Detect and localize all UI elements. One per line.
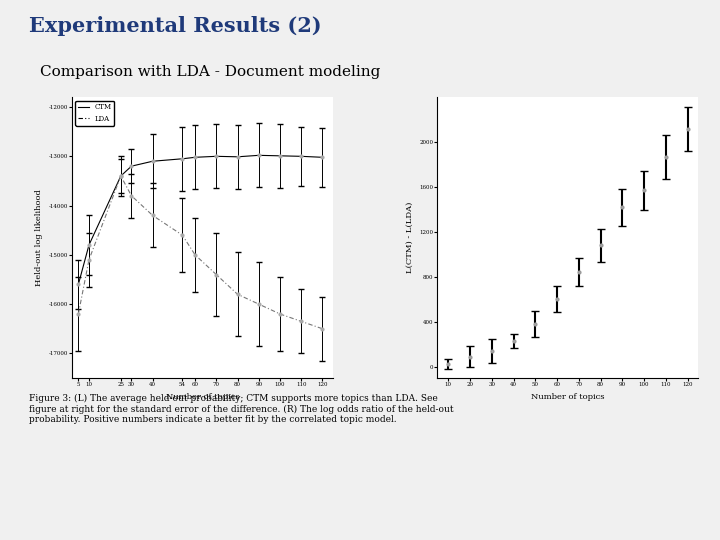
Legend: CTM, LDA: CTM, LDA: [76, 100, 114, 126]
Text: Comparison with LDA - Document modeling: Comparison with LDA - Document modeling: [40, 65, 380, 79]
X-axis label: Number of topics: Number of topics: [531, 393, 605, 401]
Y-axis label: L(CTM) - L(LDA): L(CTM) - L(LDA): [405, 202, 414, 273]
Text: Figure 3: (L) The average held-out probability; CTM supports more topics than LD: Figure 3: (L) The average held-out proba…: [29, 394, 454, 424]
Y-axis label: Held-out log likelihood: Held-out log likelihood: [35, 189, 43, 286]
X-axis label: Number of topics: Number of topics: [166, 393, 239, 401]
Text: Experimental Results (2): Experimental Results (2): [29, 16, 321, 36]
